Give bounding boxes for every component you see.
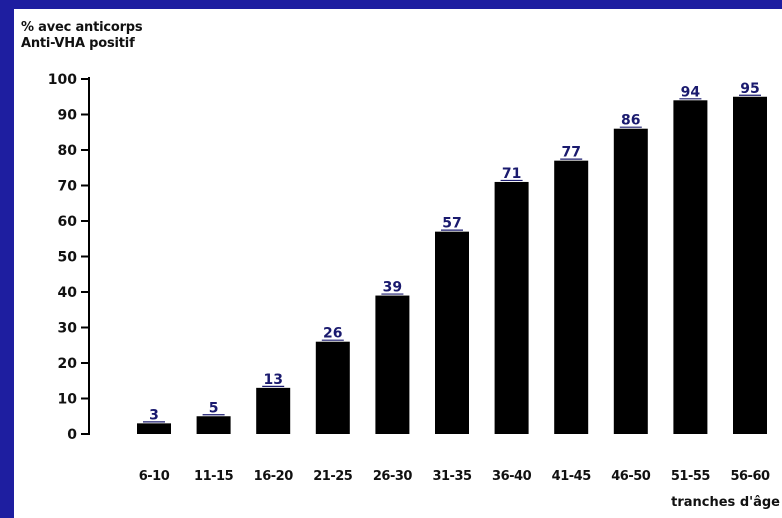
value-label: 77 — [561, 145, 580, 161]
bar-chart: 0 10 20 30 40 50 60 70 80 90 100 3 6-10 5 11-15 13 16-20… — [48, 72, 771, 484]
x-tick-label: 31-35 — [432, 469, 472, 484]
y-tick-label: 80 — [58, 143, 78, 159]
x-tick-label: 21-25 — [313, 469, 353, 484]
bar-6-10 — [137, 423, 171, 434]
y-tick-label: 70 — [58, 179, 78, 195]
y-tick-label: 30 — [58, 321, 78, 337]
value-label: 26 — [323, 326, 342, 342]
x-tick-label: 41-45 — [552, 469, 592, 484]
x-tick-label: 46-50 — [611, 469, 651, 484]
value-label: 86 — [621, 113, 640, 129]
x-tick-label: 36-40 — [492, 469, 532, 484]
y-tick-label: 90 — [58, 108, 78, 124]
bar-36-40 — [494, 181, 529, 434]
bar-26-30 — [375, 295, 410, 434]
value-label: 5 — [209, 400, 219, 416]
y-tick-label: 40 — [58, 285, 78, 301]
bar-46-50 — [613, 128, 648, 434]
bar-41-45 — [554, 160, 589, 434]
y-tick-label: 50 — [58, 250, 78, 266]
bar-16-20 — [256, 387, 291, 434]
y-tick-label: 10 — [58, 392, 78, 408]
bar-11-15 — [196, 416, 231, 434]
x-tick-label: 26-30 — [373, 469, 413, 484]
bar-51-55 — [673, 100, 708, 435]
y-tick-label: 60 — [58, 214, 78, 230]
value-label: 94 — [681, 84, 701, 100]
x-tick-label: 11-15 — [194, 469, 234, 484]
y-tick-label: 0 — [67, 427, 77, 443]
x-tick-label: 56-60 — [730, 469, 770, 484]
bar-56-60 — [733, 96, 767, 434]
bar-31-35 — [435, 231, 469, 434]
bar-21-25 — [315, 341, 350, 434]
value-label: 95 — [740, 81, 759, 97]
x-axis-title: tranches d'âge — [671, 495, 780, 510]
value-label: 13 — [263, 372, 282, 388]
value-label: 71 — [502, 166, 521, 182]
y-axis-title-line-2: Anti-VHA positif — [21, 36, 135, 51]
y-axis-title-line-1: % avec anticorps — [21, 20, 143, 35]
x-tick-label: 16-20 — [254, 469, 294, 484]
chart-frame: % avec anticorps Anti-VHA positif tranch… — [14, 9, 782, 518]
value-label: 57 — [442, 216, 461, 232]
x-tick-label: 6-10 — [139, 469, 170, 484]
x-tick-label: 51-55 — [671, 469, 711, 484]
value-label: 3 — [149, 407, 159, 423]
y-tick-label: 100 — [48, 72, 77, 88]
y-tick-label: 20 — [58, 356, 78, 372]
value-label: 39 — [383, 280, 402, 296]
y-axis-title: % avec anticorps Anti-VHA positif — [21, 20, 143, 52]
